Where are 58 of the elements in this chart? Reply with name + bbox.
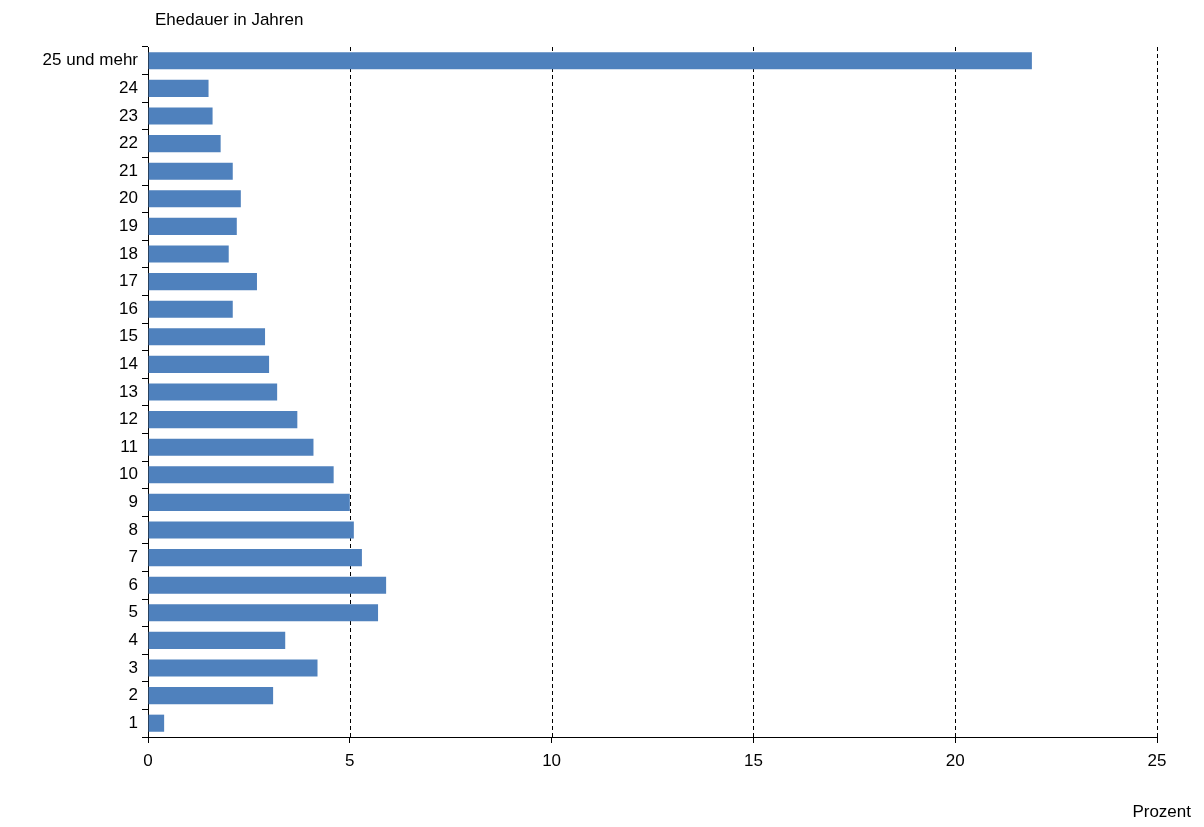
x-tick-label: 5 [345,750,355,770]
y-tick-label: 25 und mehr [42,50,139,70]
y-tick-label: 13 [119,381,138,401]
bar [148,328,266,346]
y-tick-label: 2 [128,685,138,705]
bar [148,411,298,429]
y-tick-label: 22 [119,133,138,153]
y-tick-label: 3 [128,657,138,677]
y-tick-label: 9 [128,492,138,512]
y-tick-label: 6 [128,574,138,594]
bar [148,300,233,318]
y-tick-label: 23 [119,105,138,125]
y-tick-label: 20 [119,188,138,208]
bar [148,714,165,732]
bar [148,52,1032,70]
x-tick-label: 0 [143,750,153,770]
y-tick-label: 10 [119,464,138,484]
y-tick-label: 18 [119,243,138,263]
bar [148,217,237,235]
bar [148,438,314,456]
bar [148,245,229,263]
y-tick-label: 4 [128,630,138,650]
bar [148,604,379,622]
bar [148,687,274,705]
y-tick-label: 7 [128,547,138,567]
y-tick-label: 17 [119,271,138,291]
y-tick-label: 11 [120,436,138,456]
bar [148,383,278,401]
bar [148,273,257,291]
y-tick-label: 14 [119,354,138,374]
bar [148,107,213,125]
bar [148,466,334,484]
bar [148,135,221,153]
bar [148,162,233,180]
y-tick-label: 21 [119,160,138,180]
bar [148,355,270,373]
y-tick-label: 24 [119,78,138,98]
bar [148,493,350,511]
bar [148,576,387,594]
x-tick-label: 25 [1147,750,1167,770]
y-axis-title: Ehedauer in Jahren [155,9,304,29]
bar [148,659,318,677]
x-tick-label: 10 [542,750,562,770]
x-axis-title: Prozent [1132,801,1192,821]
y-tick-label: 12 [119,409,138,429]
y-tick-label: 5 [128,602,138,622]
bar [148,190,241,208]
y-tick-label: 1 [128,712,138,732]
bar [148,521,354,539]
y-tick-label: 15 [119,326,138,346]
y-tick-label: 19 [119,216,138,236]
x-tick-label: 15 [743,750,763,770]
x-tick-label: 20 [945,750,965,770]
bar [148,79,209,97]
bar [148,549,362,567]
bar [148,631,286,649]
y-tick-label: 16 [119,298,138,318]
y-tick-label: 8 [128,519,138,539]
